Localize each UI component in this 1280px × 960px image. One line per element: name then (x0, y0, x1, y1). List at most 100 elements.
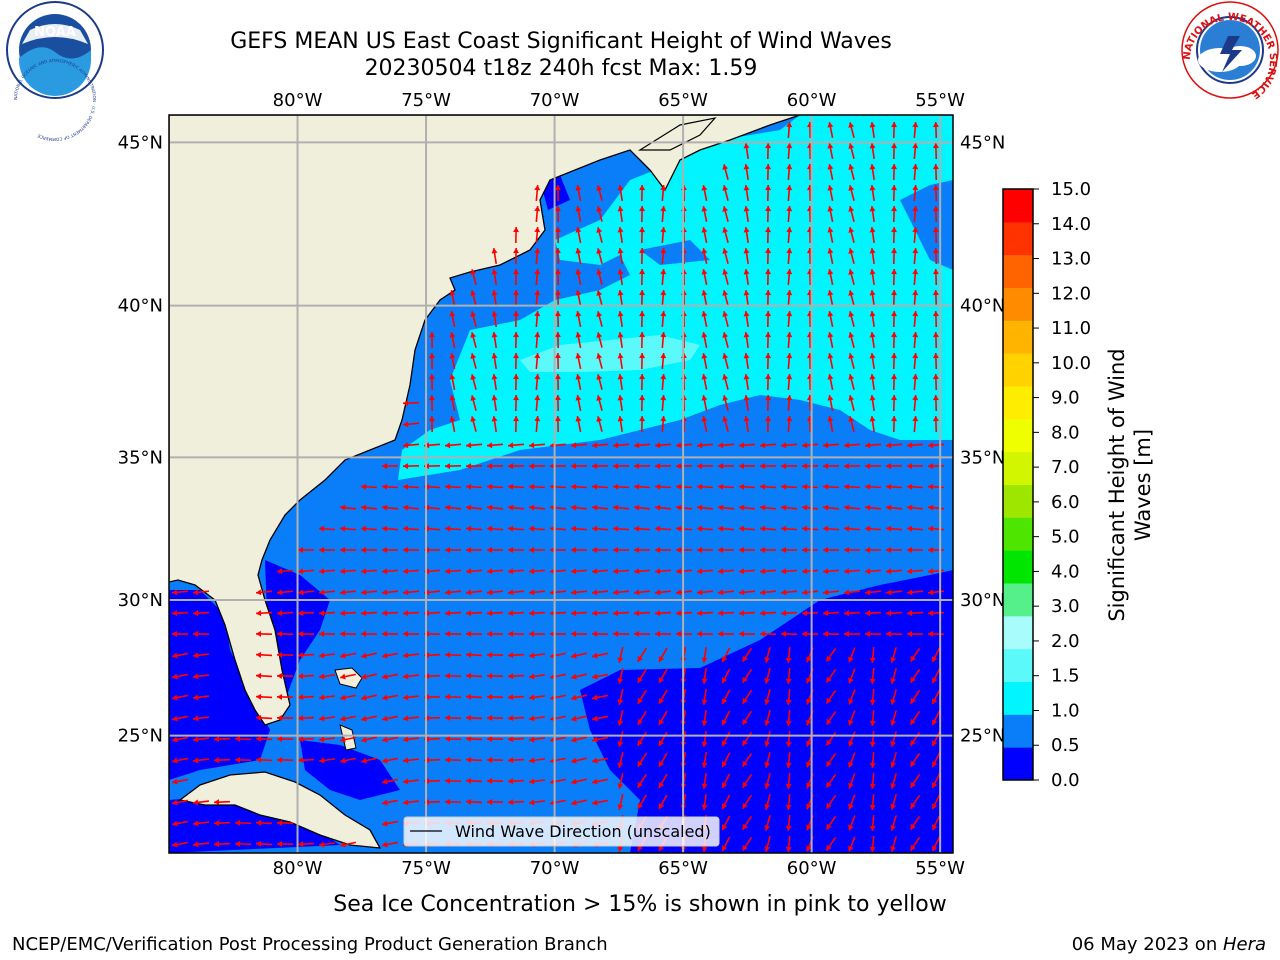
land-north-america (169, 115, 801, 726)
wave-arrow-head-924 (193, 841, 199, 848)
wave-arrow-head-497 (613, 568, 619, 575)
wave-arrow-head-307 (891, 416, 898, 422)
wave-arrow-head-542 (823, 589, 829, 596)
wave-arrow-head-41 (786, 185, 793, 191)
wave-arrow-head-31 (575, 185, 582, 191)
wave-arrow-head-385 (823, 483, 829, 490)
wave-arrow-head-591 (382, 630, 388, 637)
wave-arrow-head-331 (844, 442, 850, 449)
wave-arrow-head-189 (554, 332, 561, 338)
wave-arrow-head-135 (449, 290, 456, 296)
wave-arrow-head-777 (571, 736, 577, 743)
wave-arrow-head-484 (340, 568, 346, 575)
wave-arrow-head-684 (869, 678, 876, 684)
wave-arrow-head-386 (844, 483, 850, 490)
wave-arrow-head-752 (826, 718, 832, 725)
wave-arrow-head-127 (786, 269, 793, 275)
wave-arrow-head-113 (491, 269, 498, 275)
wave-arrow-head-731 (382, 715, 388, 722)
wave-arrow-head-202 (827, 332, 834, 338)
wave-arrow-head-444 (823, 525, 829, 532)
wave-arrow-head-612 (823, 630, 829, 637)
wave-arrow-head-541 (802, 589, 808, 596)
wave-arrow-head-806 (403, 757, 409, 764)
wave-arrow-head-212 (513, 353, 520, 359)
wave-arrow-head-893 (235, 819, 241, 826)
wave-arrow-head-379 (697, 483, 703, 490)
wave-arrow-head-402 (571, 504, 577, 511)
wave-arrow-head-744 (658, 719, 665, 725)
wave-arrow-head-654 (193, 673, 199, 680)
chart-subtitle: 20230504 t18z 240h fcst Max: 1.59 (365, 56, 758, 81)
wave-arrow-head-557 (403, 610, 409, 617)
lon-label-bottom-1: 75°W (401, 858, 451, 879)
legend-label: Wind Wave Direction (unscaled) (455, 822, 711, 841)
wave-arrow-head-173 (743, 311, 750, 317)
wave-arrow-head-483 (319, 568, 325, 575)
wave-arrow-head-882 (785, 804, 792, 810)
wave-arrow-head-82 (786, 227, 793, 233)
wave-arrow-head-682 (826, 676, 832, 683)
wave-arrow-head-604 (655, 630, 661, 637)
wave-arrow-head-352 (718, 463, 724, 470)
wave-arrow-head-918 (848, 824, 854, 831)
wave-arrow-head-519 (340, 589, 346, 596)
wave-arrow-head-765 (319, 736, 325, 743)
wave-arrow-head-864 (403, 799, 409, 806)
wave-arrow-head-650 (890, 657, 897, 663)
wave-arrow-head-241 (596, 374, 603, 380)
wave-arrow-head-398 (487, 504, 493, 511)
wave-arrow-head-919 (869, 825, 876, 831)
wave-arrow-head-500 (676, 568, 682, 575)
wave-arrow-head-211 (491, 353, 498, 359)
wave-arrow-head-812 (529, 757, 535, 764)
wave-arrow-head-588 (319, 630, 325, 637)
wave-arrow-head-412 (781, 504, 787, 511)
wave-arrow-head-89 (932, 227, 939, 233)
wave-arrow-head-740 (571, 715, 577, 722)
wave-arrow-head-916 (806, 824, 812, 831)
lon-label-top-1: 75°W (401, 90, 451, 111)
wave-arrow-head-166 (596, 311, 603, 317)
wave-arrow-head-436 (655, 525, 661, 532)
wave-arrow-head-747 (721, 719, 728, 726)
wave-arrow-head-250 (786, 374, 793, 380)
wave-arrow-head-121 (660, 269, 667, 275)
wave-arrow-head-92 (534, 248, 541, 254)
map-panel (169, 115, 953, 853)
wave-arrow-head-463 (571, 547, 577, 554)
wave-arrow-head-276 (786, 395, 793, 401)
wave-arrow-head-130 (848, 269, 855, 275)
wave-arrow-head-20 (765, 164, 772, 170)
wave-arrow-head-695 (361, 694, 367, 701)
wave-arrow-head-457 (445, 547, 451, 554)
wave-arrow-head-148 (722, 290, 729, 296)
wave-arrow-head-596 (487, 630, 493, 637)
wave-arrow-head-233 (428, 374, 435, 380)
wave-arrow-head-48 (932, 185, 939, 191)
wave-arrow-head-268 (617, 395, 624, 401)
wave-arrow-head-759 (193, 736, 199, 743)
wave-arrow-head-549 (193, 610, 199, 617)
wave-arrow-head-565 (571, 610, 577, 617)
wave-arrow-head-662 (403, 673, 409, 680)
wave-arrow-head-536 (697, 589, 703, 596)
wave-arrow-head-930 (319, 841, 325, 848)
wave-arrow-head-345 (571, 463, 577, 470)
wave-arrow-head-860 (172, 799, 178, 806)
colorbar-tick-label-1: 14.0 (1051, 214, 1091, 235)
wave-arrow-head-680 (785, 678, 792, 684)
wave-arrow-head-830 (910, 760, 916, 767)
wave-arrow-head-153 (827, 290, 834, 296)
wave-arrow-head-12 (827, 143, 834, 149)
wave-arrow-head-851 (764, 783, 771, 789)
wave-arrow-head-35 (660, 185, 667, 191)
wave-arrow-head-257 (932, 374, 939, 380)
wave-arrow-head-553 (319, 610, 325, 617)
wave-arrow-head-627 (403, 652, 409, 659)
wave-arrow-head-256 (912, 374, 919, 380)
wave-arrow-head-734 (445, 714, 451, 721)
wave-arrow-head-70 (534, 227, 541, 233)
wave-arrow-head-775 (529, 736, 535, 743)
wave-arrow-head-467 (655, 547, 661, 554)
